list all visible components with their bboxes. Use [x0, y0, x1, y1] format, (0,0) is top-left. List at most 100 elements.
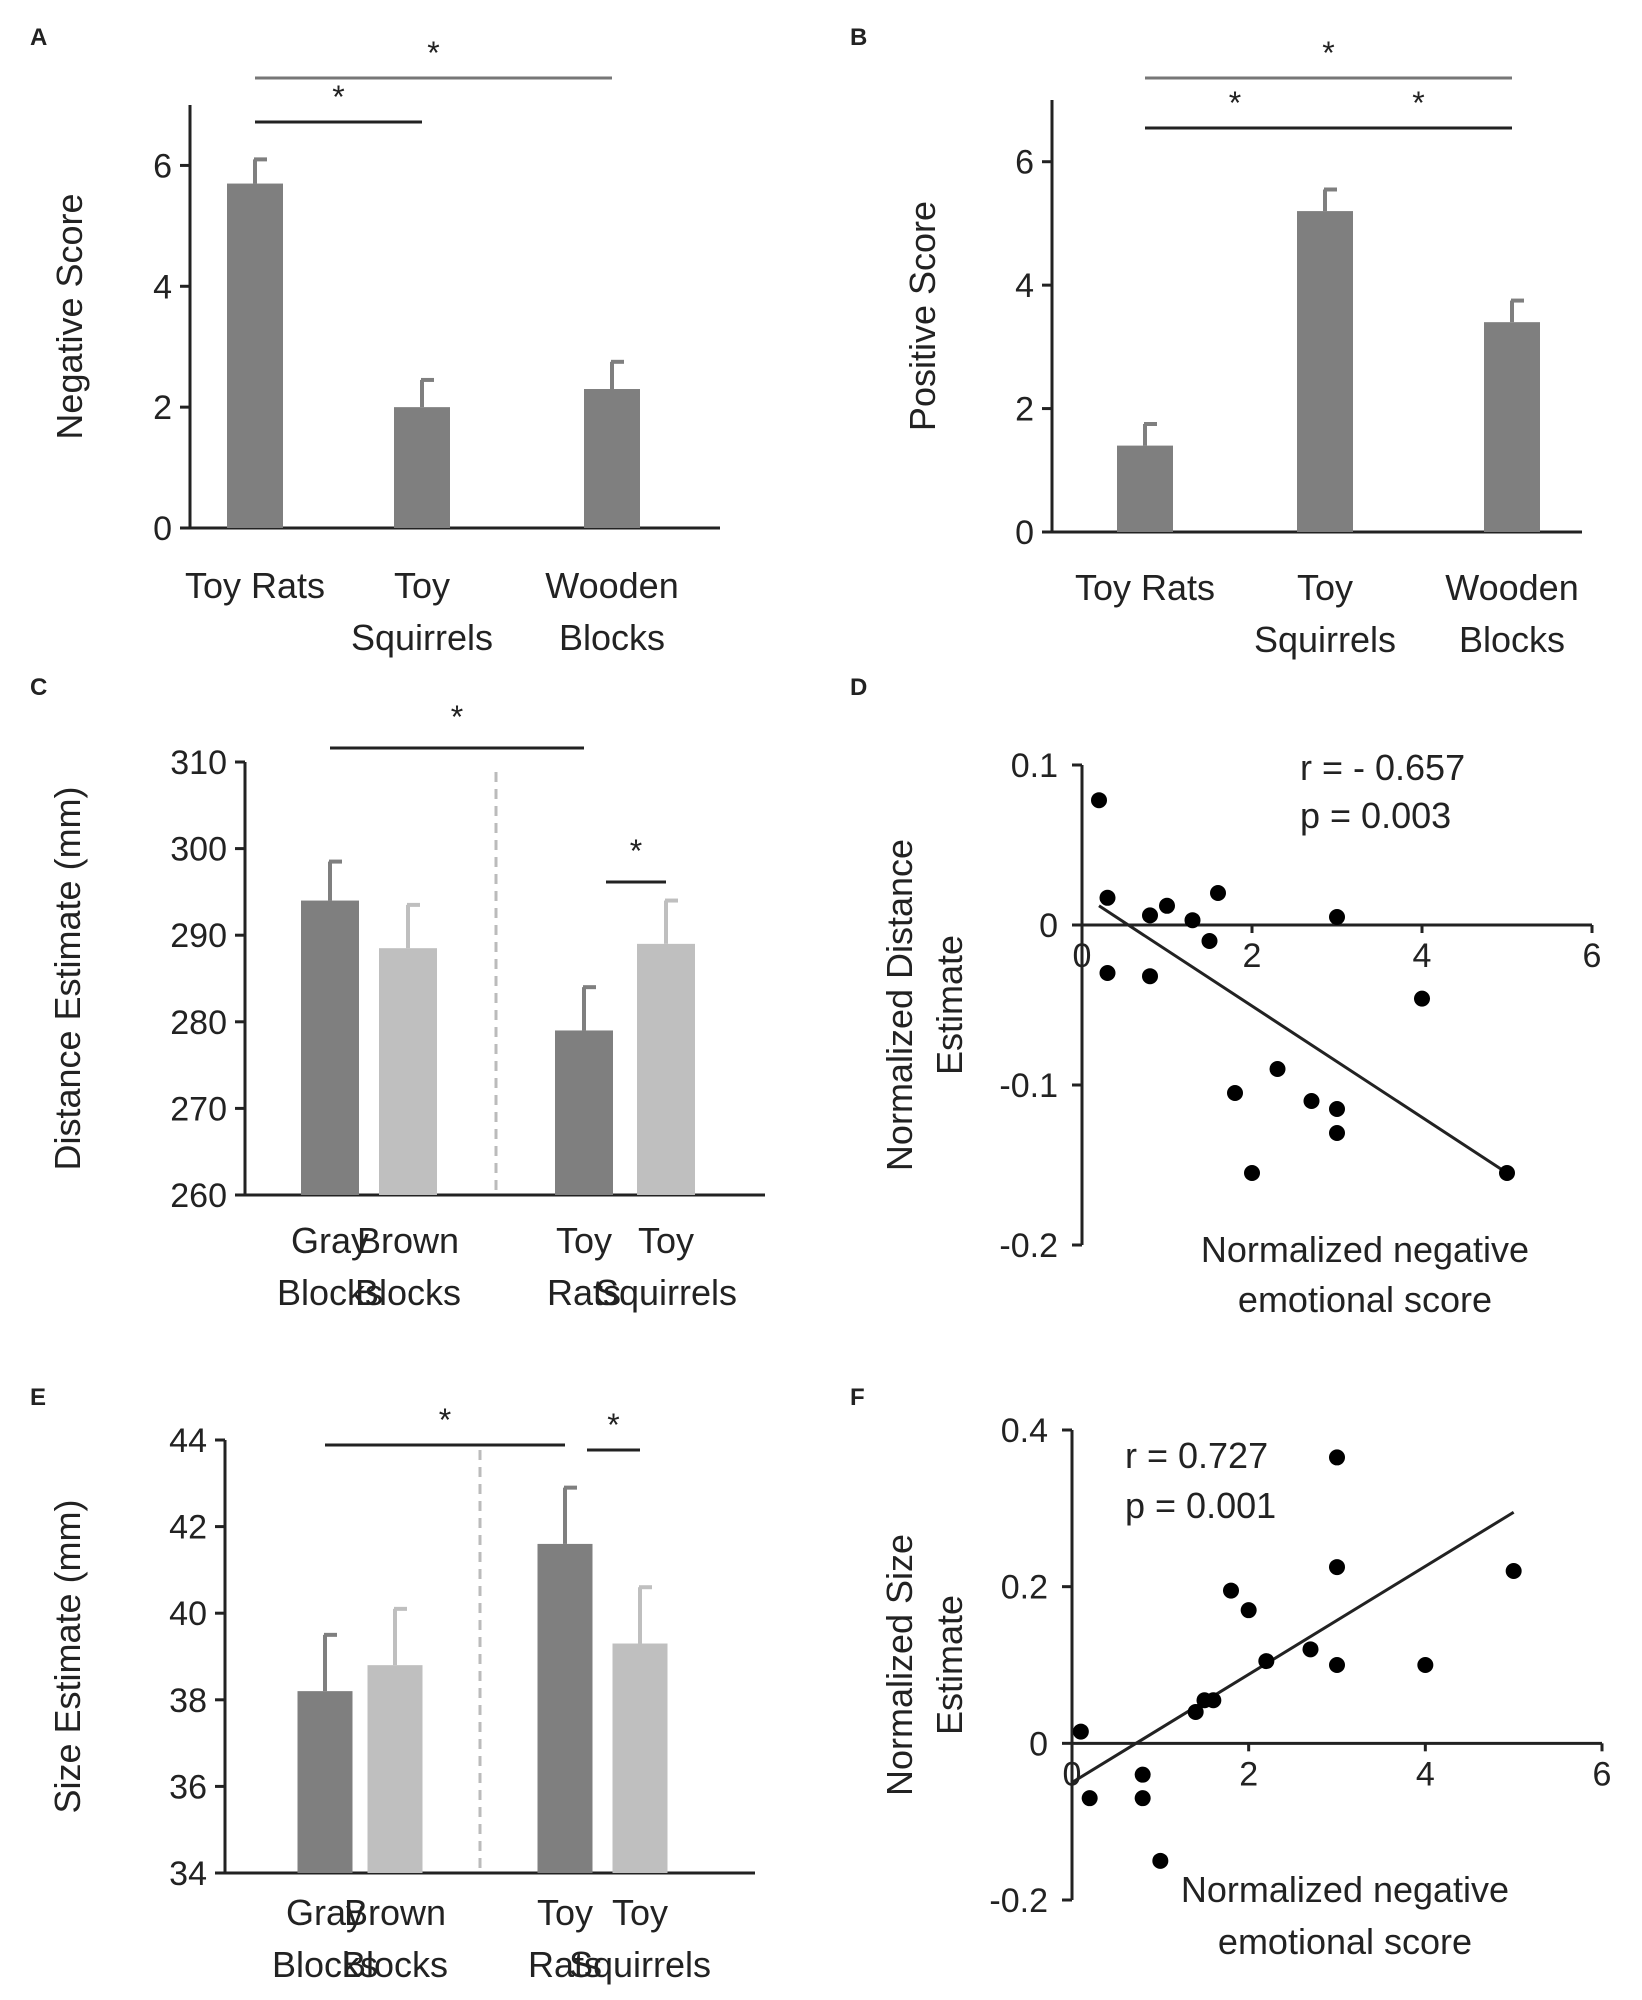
x-tick-label: 0 [1073, 937, 1092, 975]
y-tick-label: 2 [1015, 391, 1034, 429]
scatter-point [1329, 1125, 1345, 1141]
y-axis-title: Positive Score [902, 201, 943, 431]
scatter-point [1303, 1093, 1320, 1109]
x-axis-title: emotional score [1238, 1279, 1492, 1320]
significance-star: * [332, 79, 344, 115]
bar [1117, 445, 1173, 532]
y-tick-label: 4 [1015, 267, 1034, 305]
x-category-label: Rats [547, 1272, 621, 1313]
stat-annotation: p = 0.003 [1300, 795, 1451, 836]
y-axis-title: Normalized Size [879, 1534, 920, 1796]
scatter-point [1201, 933, 1218, 949]
x-category-label: Blocks [342, 1944, 448, 1985]
y-tick-label: 6 [153, 147, 172, 185]
y-tick-label: 44 [169, 1422, 207, 1460]
x-tick-label: 4 [1413, 937, 1432, 975]
x-category-label: Blocks [559, 617, 665, 658]
bar [612, 1643, 668, 1873]
scatter-point [1099, 889, 1116, 906]
scatter-point [1329, 1449, 1345, 1466]
x-category-label: Toy Rats [185, 565, 325, 606]
bar [1484, 322, 1540, 532]
x-category-label: Blocks [1459, 619, 1565, 660]
scatter-point [1329, 909, 1345, 925]
x-category-label: Blocks [355, 1272, 461, 1313]
x-tick-label: 4 [1416, 1755, 1435, 1793]
significance-star: * [607, 1407, 619, 1443]
scatter-point [1134, 1766, 1151, 1783]
scatter-point [1244, 1165, 1260, 1181]
significance-star: * [1412, 85, 1424, 121]
scatter-point [1134, 1790, 1151, 1807]
y-tick-label: 0 [1039, 907, 1058, 945]
bar [537, 1543, 593, 1873]
x-axis-title: Normalized negative [1181, 1869, 1509, 1910]
x-tick-label: 6 [1583, 937, 1602, 975]
y-tick-label: 2 [153, 389, 172, 427]
y-tick-label: 0 [1015, 514, 1034, 552]
y-tick-label: 310 [170, 744, 227, 782]
x-category-label: Blocks [272, 1944, 378, 1985]
bar [297, 1691, 353, 1873]
bar [301, 900, 359, 1195]
y-tick-label: 270 [170, 1090, 227, 1128]
y-tick-label: 6 [1015, 144, 1034, 182]
x-category-label: Toy [638, 1220, 694, 1261]
significance-star: * [427, 35, 439, 71]
bar [584, 389, 640, 528]
x-axis-title: Normalized negative [1201, 1229, 1529, 1270]
y-tick-label: 0.2 [1001, 1569, 1048, 1607]
scatter-point [1205, 1692, 1222, 1709]
y-tick-label: 280 [170, 1004, 227, 1042]
y-tick-label: 0 [1029, 1725, 1048, 1763]
y-axis-title: Normalized Distance [879, 839, 920, 1171]
panel-label-b: B [850, 24, 867, 51]
bar [394, 407, 450, 528]
x-category-label: Toy Rats [1075, 567, 1215, 608]
x-category-label: Brown [344, 1892, 446, 1933]
y-tick-label: 40 [169, 1595, 207, 1633]
panel-label-e: E [30, 1384, 46, 1411]
scatter-point [1223, 1582, 1239, 1599]
x-tick-label: 6 [1593, 1755, 1612, 1793]
x-tick-label: 2 [1239, 1755, 1258, 1793]
scatter-point [1417, 1657, 1434, 1673]
panel-label-d: D [850, 674, 867, 701]
scatter-point [1505, 1563, 1522, 1579]
x-tick-label: 0 [1063, 1755, 1082, 1793]
x-axis-title: emotional score [1218, 1921, 1472, 1962]
scatter-point [1072, 1723, 1089, 1740]
y-axis-title: Estimate [929, 935, 970, 1075]
scatter-point [1329, 1559, 1345, 1576]
y-tick-label: 36 [169, 1768, 207, 1806]
x-category-label: Squirrels [1254, 619, 1396, 660]
x-tick-label: 2 [1243, 937, 1262, 975]
scatter-point [1159, 897, 1175, 914]
scatter-point [1152, 1852, 1169, 1869]
panel-d-chart: -0.2 -0.1 0 0.1 0 2 4 6 Normalized Distance Estim… [879, 747, 1601, 1320]
panel-a-chart: 0 2 4 6 Negative Score Toy Rats Toy Squirrels Wo… [49, 35, 720, 658]
stat-annotation: p = 0.001 [1125, 1485, 1276, 1526]
y-tick-label: 4 [153, 268, 172, 306]
bar [1297, 211, 1353, 533]
y-tick-label: -0.1 [999, 1067, 1058, 1105]
bar [227, 183, 283, 529]
y-tick-label: 290 [170, 917, 227, 955]
significance-star: * [439, 1402, 451, 1438]
scatter-point [1091, 792, 1107, 809]
panel-label-c: C [30, 674, 47, 701]
scatter-point [1302, 1641, 1319, 1658]
scatter-point [1142, 907, 1158, 924]
stat-annotation: r = - 0.657 [1300, 747, 1465, 788]
significance-star: * [1229, 85, 1241, 121]
scatter-point [1269, 1061, 1286, 1077]
y-axis-title: Size Estimate (mm) [47, 1499, 88, 1813]
significance-star: * [451, 699, 463, 735]
scatter-point [1329, 1657, 1345, 1673]
scatter-point [1414, 990, 1430, 1007]
x-category-label: Gray [286, 1892, 364, 1933]
panel-e-chart: 34 36 38 40 42 44 Size Estimate (mm) Gray Blocks… [47, 1402, 755, 1985]
x-category-label: Wooden [1445, 567, 1578, 608]
scatter-point [1187, 1704, 1204, 1720]
